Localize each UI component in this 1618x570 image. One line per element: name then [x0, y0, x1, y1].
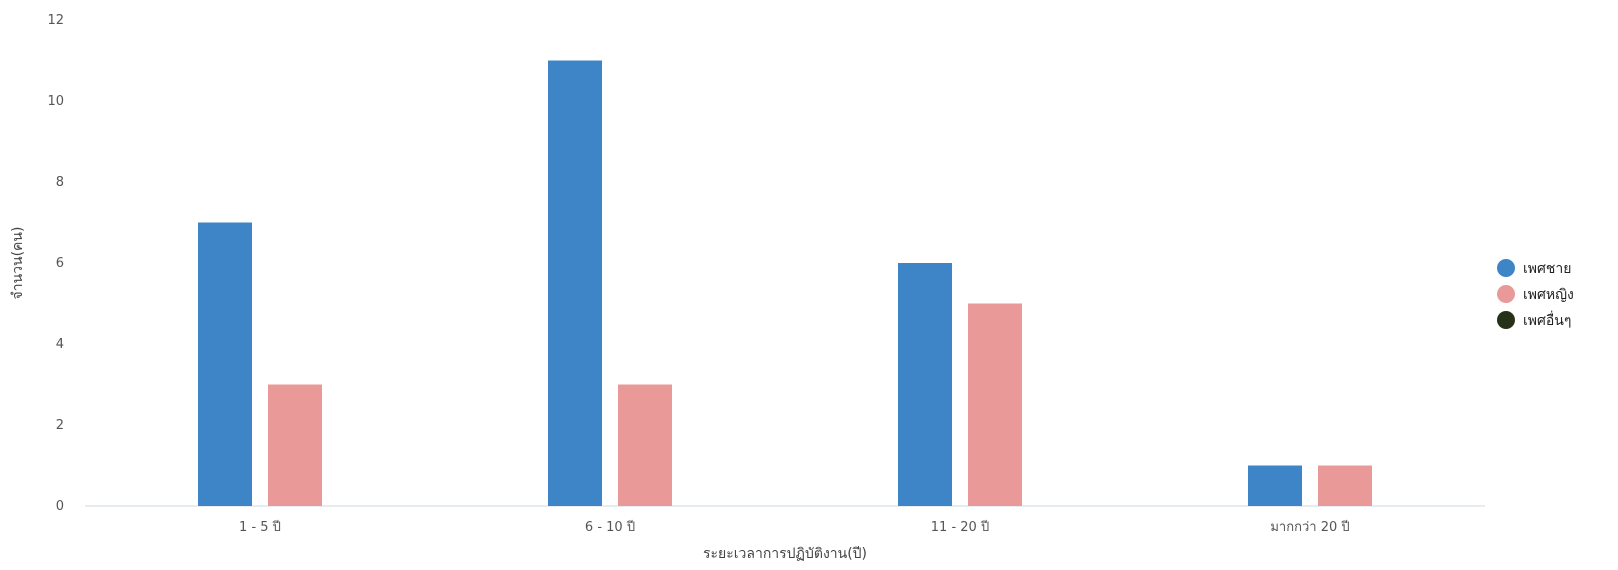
bar-female[interactable] [1318, 465, 1372, 507]
legend-label-other[interactable]: เพศอื่นๆ [1523, 311, 1571, 329]
x-tick-label: 11 - 20 ปี [931, 519, 989, 535]
x-axis-title: ระยะเวลาการปฏิบัติงาน(ปี) [703, 546, 867, 562]
bar-female[interactable] [268, 384, 322, 507]
bar-female[interactable] [618, 384, 672, 507]
x-tick-label: 6 - 10 ปี [585, 519, 635, 535]
y-tick-label: 6 [56, 256, 64, 271]
y-tick-label: 4 [56, 337, 64, 352]
bar-female[interactable] [968, 303, 1022, 507]
legend-marker-female[interactable] [1497, 285, 1515, 303]
y-axis-title: จำนวน(คน) [10, 227, 26, 300]
x-tick-label: 1 - 5 ปี [239, 519, 281, 535]
legend-marker-male[interactable] [1497, 259, 1515, 277]
y-tick-label: 10 [47, 94, 64, 109]
x-tick-label: มากกว่า 20 ปี [1270, 519, 1349, 535]
legend-label-male[interactable]: เพศชาย [1523, 261, 1571, 277]
legend-label-female[interactable]: เพศหญิง [1523, 287, 1574, 303]
y-tick-label: 2 [56, 418, 64, 433]
y-tick-label: 12 [47, 13, 64, 28]
bar-male[interactable] [898, 263, 952, 506]
bar-male[interactable] [198, 222, 252, 507]
y-tick-label: 8 [56, 175, 64, 190]
legend-marker-other[interactable] [1497, 311, 1515, 329]
bar-male[interactable] [548, 60, 602, 507]
bar-male[interactable] [1248, 465, 1302, 507]
y-tick-label: 0 [56, 499, 64, 514]
